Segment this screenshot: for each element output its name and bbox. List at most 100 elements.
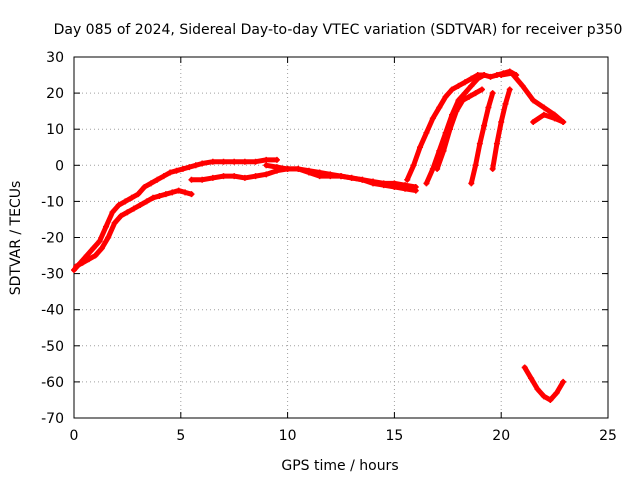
data-point bbox=[175, 187, 182, 194]
data-point bbox=[380, 182, 387, 189]
data-series bbox=[71, 68, 567, 403]
series-group bbox=[434, 86, 485, 172]
data-point bbox=[338, 173, 344, 180]
data-point bbox=[263, 171, 270, 178]
x-tick-label: 10 bbox=[279, 428, 297, 444]
x-axis-label: GPS time / hours bbox=[281, 458, 398, 474]
data-point bbox=[540, 111, 547, 118]
data-point bbox=[137, 202, 144, 209]
data-point bbox=[122, 198, 129, 205]
series-line bbox=[530, 112, 566, 125]
data-point bbox=[111, 220, 118, 227]
data-point bbox=[472, 162, 479, 169]
data-point bbox=[263, 162, 270, 169]
data-point bbox=[90, 245, 97, 252]
series-group bbox=[263, 162, 419, 194]
x-tick-label: 20 bbox=[492, 428, 510, 444]
data-point bbox=[455, 82, 462, 89]
data-point bbox=[273, 164, 280, 171]
data-point bbox=[156, 192, 163, 199]
series-line bbox=[423, 72, 487, 186]
data-point bbox=[231, 173, 238, 180]
data-point bbox=[474, 75, 481, 82]
data-point bbox=[252, 173, 259, 180]
data-point bbox=[508, 70, 515, 77]
data-point bbox=[147, 180, 154, 187]
series-group bbox=[521, 364, 567, 403]
data-point bbox=[468, 75, 475, 82]
data-point bbox=[154, 176, 161, 183]
x-tick-label: 5 bbox=[176, 428, 185, 444]
data-point bbox=[252, 158, 259, 165]
y-tick-label: 20 bbox=[46, 86, 64, 102]
data-point bbox=[124, 209, 131, 216]
data-point bbox=[551, 115, 558, 122]
series-group bbox=[423, 72, 488, 187]
data-point bbox=[481, 122, 488, 129]
data-point bbox=[103, 223, 110, 230]
data-point bbox=[162, 191, 169, 198]
x-tick-label: 15 bbox=[385, 428, 403, 444]
data-point bbox=[461, 90, 468, 97]
series-group bbox=[489, 86, 513, 172]
data-point bbox=[540, 104, 547, 111]
data-point bbox=[429, 115, 436, 122]
data-point bbox=[105, 234, 112, 241]
data-point bbox=[182, 189, 189, 196]
data-point bbox=[167, 169, 174, 176]
data-point bbox=[478, 86, 485, 93]
data-point bbox=[485, 104, 492, 111]
y-tick-label: 0 bbox=[55, 158, 64, 174]
y-tick-label: -20 bbox=[41, 231, 64, 247]
data-point bbox=[220, 158, 227, 165]
data-point bbox=[115, 202, 122, 209]
data-point bbox=[209, 158, 216, 165]
data-point bbox=[150, 194, 157, 201]
data-point bbox=[547, 396, 554, 403]
data-point bbox=[434, 165, 441, 172]
data-point bbox=[560, 118, 567, 125]
data-point bbox=[449, 86, 456, 93]
data-point bbox=[160, 173, 167, 180]
y-tick-label: -10 bbox=[41, 194, 64, 210]
data-point bbox=[241, 158, 248, 165]
data-point bbox=[348, 174, 355, 181]
data-point bbox=[186, 164, 193, 171]
data-point bbox=[404, 176, 411, 183]
data-point bbox=[417, 144, 424, 151]
data-point bbox=[423, 180, 430, 187]
data-point bbox=[316, 173, 323, 180]
data-point bbox=[79, 259, 86, 266]
data-point bbox=[560, 378, 567, 385]
y-tick-label: -60 bbox=[41, 375, 64, 391]
data-point bbox=[220, 173, 227, 180]
data-point bbox=[359, 176, 366, 183]
data-point bbox=[71, 266, 77, 273]
data-point bbox=[231, 158, 238, 165]
data-point bbox=[534, 386, 541, 393]
series-group bbox=[530, 111, 567, 125]
data-point bbox=[410, 162, 417, 169]
data-point bbox=[241, 174, 248, 181]
data-point bbox=[169, 189, 176, 196]
data-point bbox=[453, 108, 460, 115]
data-point bbox=[135, 191, 142, 198]
x-tick-label: 0 bbox=[70, 428, 79, 444]
data-point bbox=[530, 118, 537, 125]
y-tick-label: 10 bbox=[46, 122, 64, 138]
series-group bbox=[71, 156, 280, 273]
data-point bbox=[519, 82, 526, 89]
data-point bbox=[73, 263, 80, 270]
data-point bbox=[423, 129, 430, 136]
series-line bbox=[468, 90, 496, 186]
data-point bbox=[476, 140, 483, 147]
data-point bbox=[498, 118, 505, 125]
series-group bbox=[498, 70, 567, 125]
series-group bbox=[468, 90, 496, 187]
data-point bbox=[493, 140, 500, 147]
data-point bbox=[173, 167, 180, 174]
data-point bbox=[263, 156, 270, 163]
y-tick-label: 30 bbox=[46, 50, 64, 66]
data-point bbox=[506, 86, 513, 93]
